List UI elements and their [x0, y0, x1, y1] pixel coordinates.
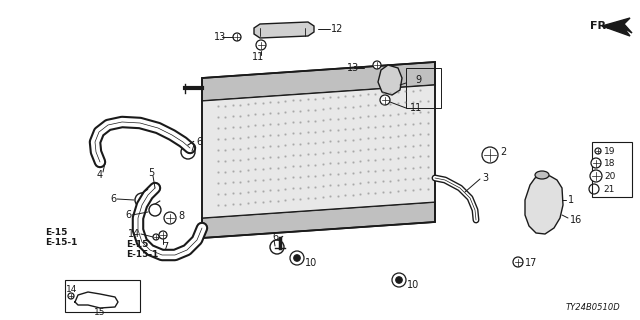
Text: TY24B0510D: TY24B0510D: [565, 303, 620, 312]
Circle shape: [233, 33, 241, 41]
Bar: [406, 68, 441, 108]
Text: 2: 2: [500, 147, 506, 157]
Text: 8: 8: [178, 211, 184, 221]
Text: 3: 3: [482, 173, 488, 183]
Circle shape: [396, 277, 402, 283]
Circle shape: [68, 293, 74, 299]
Text: 1: 1: [568, 195, 574, 205]
Text: 6: 6: [125, 210, 131, 220]
Text: 6: 6: [272, 232, 278, 242]
Text: 7: 7: [162, 242, 168, 252]
Text: 10: 10: [407, 280, 419, 290]
Text: 13: 13: [347, 63, 359, 73]
Polygon shape: [202, 85, 435, 218]
Bar: [592, 142, 632, 197]
Polygon shape: [602, 18, 632, 36]
Text: E-15-1: E-15-1: [45, 238, 77, 247]
Text: 13: 13: [214, 32, 227, 42]
Ellipse shape: [535, 171, 549, 179]
Circle shape: [513, 257, 523, 267]
Text: E-15: E-15: [45, 228, 67, 237]
Text: 4: 4: [97, 170, 103, 180]
Text: 14: 14: [128, 229, 140, 239]
Circle shape: [595, 148, 601, 154]
Circle shape: [373, 61, 381, 69]
Polygon shape: [202, 62, 435, 101]
Text: 11: 11: [252, 52, 264, 62]
Circle shape: [380, 95, 390, 105]
Text: 17: 17: [525, 258, 538, 268]
Polygon shape: [525, 175, 563, 234]
Circle shape: [590, 170, 602, 182]
Polygon shape: [202, 202, 435, 238]
Circle shape: [294, 255, 300, 261]
Text: 11: 11: [410, 103, 422, 113]
Text: 10: 10: [305, 258, 317, 268]
Text: 19: 19: [604, 147, 616, 156]
Polygon shape: [378, 65, 402, 95]
Text: 5: 5: [148, 168, 154, 178]
Circle shape: [591, 158, 601, 168]
Text: 6: 6: [196, 137, 202, 147]
Circle shape: [153, 234, 159, 240]
Text: 21: 21: [603, 185, 614, 194]
Circle shape: [482, 147, 498, 163]
Circle shape: [164, 212, 176, 224]
Text: E-15: E-15: [126, 240, 148, 249]
Text: 12: 12: [331, 24, 344, 34]
Text: 18: 18: [604, 158, 616, 167]
Polygon shape: [254, 22, 314, 38]
Text: 15: 15: [94, 308, 106, 317]
Text: 6: 6: [110, 194, 116, 204]
Text: FR.: FR.: [590, 21, 611, 31]
Text: 9: 9: [415, 75, 421, 85]
Text: E-15-1: E-15-1: [126, 250, 158, 259]
Text: 14: 14: [66, 285, 77, 294]
Circle shape: [159, 231, 167, 239]
Text: 20: 20: [604, 172, 616, 180]
Circle shape: [256, 40, 266, 50]
Bar: [65, 280, 140, 312]
Text: 16: 16: [570, 215, 582, 225]
